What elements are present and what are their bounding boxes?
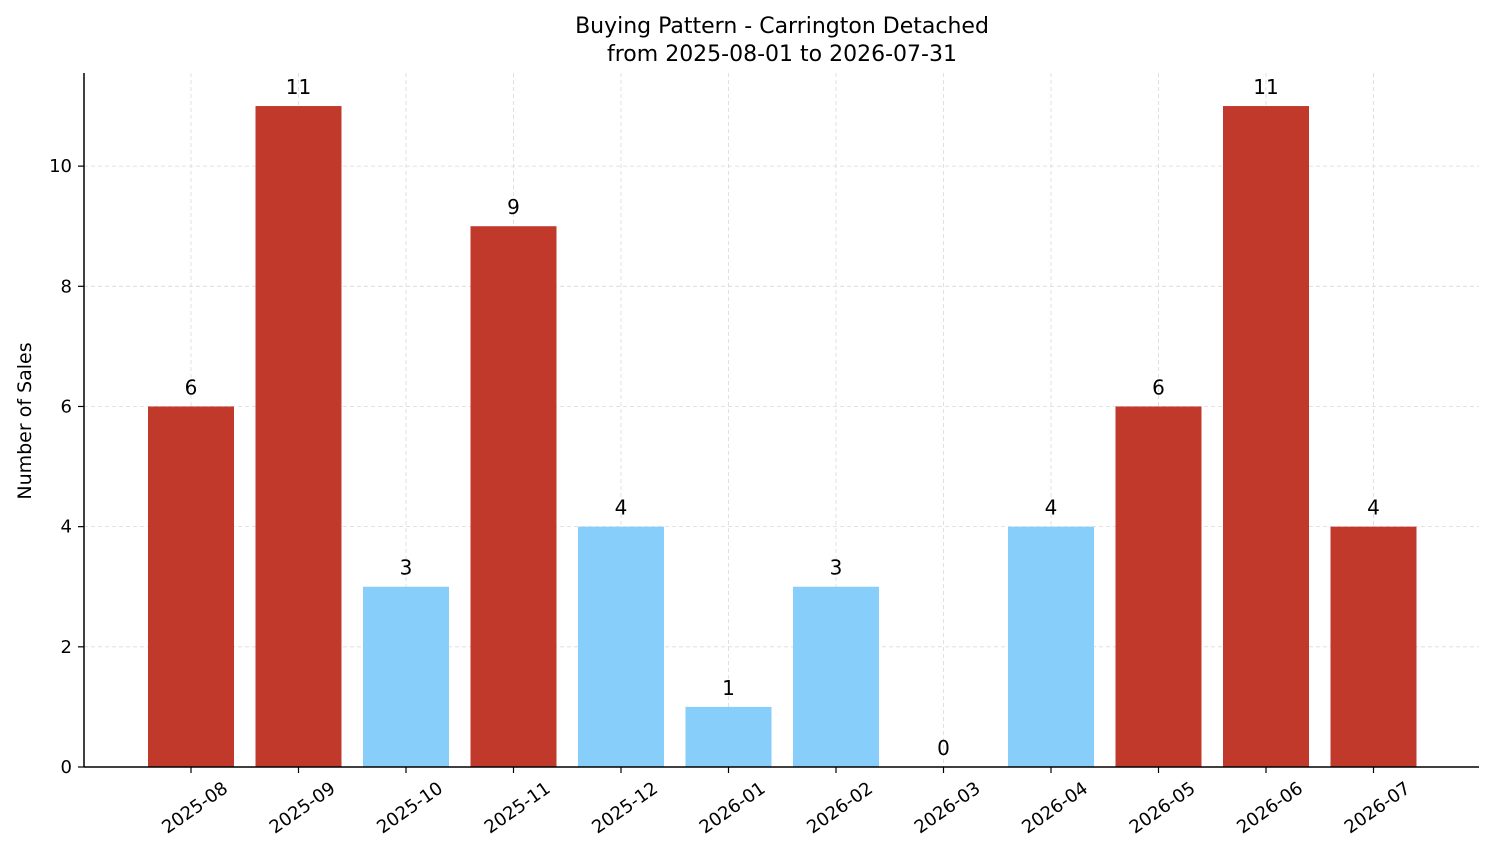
y-tick-label: 2 xyxy=(61,637,72,658)
bar-value-label: 3 xyxy=(830,556,843,580)
bar xyxy=(793,586,879,767)
y-tick-label: 4 xyxy=(61,517,72,538)
bar-value-label: 0 xyxy=(937,736,950,760)
y-tick-label: 6 xyxy=(61,396,72,417)
bar-value-label: 4 xyxy=(1045,496,1058,520)
bar xyxy=(363,586,449,767)
bar xyxy=(685,706,772,767)
x-tick-label: 2026-07 xyxy=(1341,778,1415,838)
x-tick-label: 2025-10 xyxy=(373,778,447,838)
bar xyxy=(1008,526,1094,767)
x-tick-label: 2026-02 xyxy=(803,778,877,838)
axes xyxy=(78,73,1479,773)
x-tick-label: 2026-03 xyxy=(911,778,985,838)
bar-value-label: 11 xyxy=(1253,75,1278,99)
x-tick-label: 2026-01 xyxy=(696,778,770,838)
bar xyxy=(148,406,234,767)
x-tick-label: 2025-09 xyxy=(266,778,340,838)
x-tick-label: 2026-04 xyxy=(1018,778,1092,838)
bar-value-label: 4 xyxy=(615,496,628,520)
bar-value-label: 6 xyxy=(1152,375,1165,399)
bar-value-label: 11 xyxy=(286,75,311,99)
bar xyxy=(470,226,557,768)
x-tick-label: 2025-08 xyxy=(158,778,232,838)
y-tick-label: 0 xyxy=(61,757,72,778)
bars xyxy=(148,106,1417,768)
bar xyxy=(578,526,664,767)
bar-value-label: 9 xyxy=(507,195,520,219)
x-tick-label: 2025-11 xyxy=(481,778,555,838)
y-axis-title: Number of Sales xyxy=(14,342,36,499)
x-tick-label: 2026-06 xyxy=(1233,778,1307,838)
bar-value-label: 6 xyxy=(185,375,198,399)
chart-title: Buying Pattern - Carrington Detached xyxy=(575,14,989,39)
bar-value-label: 3 xyxy=(400,556,413,580)
bar xyxy=(1223,106,1309,768)
x-tick-label: 2025-12 xyxy=(588,778,662,838)
bar xyxy=(255,106,342,768)
chart-subtitle: from 2025-08-01 to 2026-07-31 xyxy=(607,42,957,67)
y-tick-label: 8 xyxy=(61,276,72,297)
y-tick-label: 10 xyxy=(49,156,72,177)
bar xyxy=(1115,406,1202,767)
x-tick-label: 2026-05 xyxy=(1126,778,1200,838)
bar xyxy=(1330,526,1417,767)
bar-value-label: 1 xyxy=(722,676,735,700)
bar-value-label: 4 xyxy=(1367,496,1380,520)
